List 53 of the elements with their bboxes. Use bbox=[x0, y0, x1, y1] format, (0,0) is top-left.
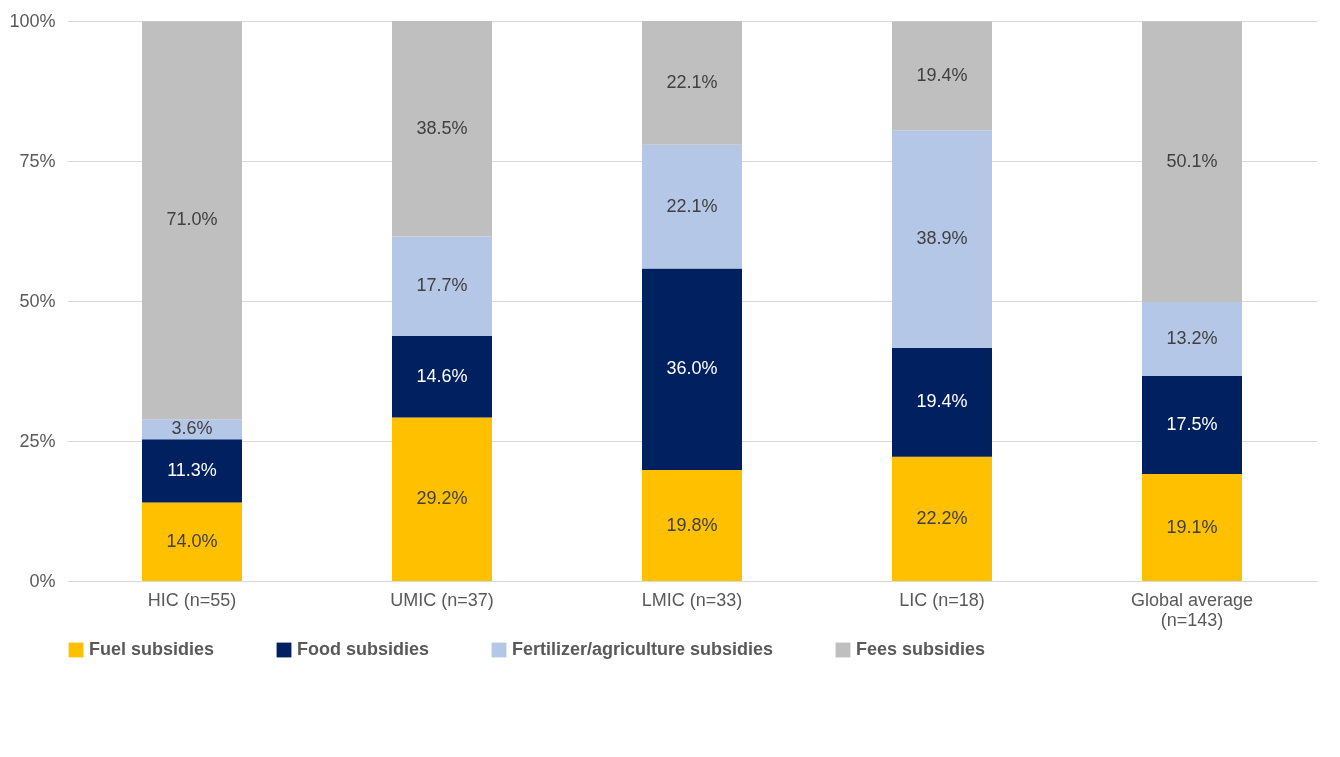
data-label: 19.4% bbox=[916, 64, 968, 85]
bar bbox=[642, 21, 742, 145]
data-label: 36.0% bbox=[666, 358, 718, 379]
data-label: 11.3% bbox=[167, 459, 217, 480]
data-label: 19.1% bbox=[1166, 516, 1218, 537]
x-tick-label: Global average (n=143) bbox=[1130, 589, 1254, 630]
y-tick-label: 50% bbox=[19, 290, 56, 311]
data-label: 22.1% bbox=[666, 71, 718, 92]
data-label: 22.1% bbox=[666, 195, 718, 216]
legend-label: Fuel subsidies bbox=[89, 639, 215, 659]
bar bbox=[1142, 21, 1242, 303]
bar bbox=[1142, 376, 1242, 475]
bar bbox=[142, 439, 242, 503]
bar bbox=[392, 21, 492, 237]
bar bbox=[392, 417, 492, 581]
data-label: 50.1% bbox=[1166, 150, 1218, 171]
x-tick-label: UMIC (n=37) bbox=[390, 589, 494, 610]
y-tick-label: 75% bbox=[19, 150, 56, 171]
legend-label: Fees subsidies bbox=[856, 639, 986, 659]
bar bbox=[892, 348, 992, 457]
bar bbox=[1142, 302, 1242, 377]
y-tick-label: 0% bbox=[29, 570, 56, 591]
data-label: 14.0% bbox=[166, 530, 218, 551]
bar bbox=[642, 144, 742, 269]
bar bbox=[642, 268, 742, 471]
data-label: 3.6% bbox=[171, 418, 213, 439]
bar bbox=[892, 130, 992, 349]
bar bbox=[1142, 474, 1242, 581]
data-label: 22.2% bbox=[916, 507, 968, 528]
legend-label: Food subsidies bbox=[297, 639, 430, 659]
x-tick-label: LMIC (n=33) bbox=[641, 589, 743, 610]
data-label: 38.5% bbox=[416, 117, 468, 138]
data-label: 13.2% bbox=[1166, 328, 1218, 349]
bar bbox=[892, 456, 992, 581]
x-tick-label: LIC (n=18) bbox=[899, 589, 985, 610]
bar bbox=[142, 21, 242, 420]
y-tick-label: 25% bbox=[19, 430, 56, 451]
data-label: 17.5% bbox=[1166, 414, 1218, 435]
bar bbox=[642, 470, 742, 581]
data-label: 19.4% bbox=[916, 391, 968, 412]
data-label: 14.6% bbox=[416, 365, 468, 386]
bar bbox=[392, 236, 492, 336]
data-label: 17.7% bbox=[416, 275, 468, 296]
y-tick-label: 100% bbox=[9, 10, 56, 31]
bar bbox=[892, 21, 992, 131]
bar bbox=[142, 502, 242, 581]
data-label: 19.8% bbox=[666, 514, 718, 535]
data-label: 71.0% bbox=[166, 209, 218, 230]
x-tick-label: HIC (n=55) bbox=[147, 589, 237, 610]
data-label: 38.9% bbox=[916, 228, 968, 249]
data-label: 29.2% bbox=[416, 488, 468, 509]
bar bbox=[392, 335, 492, 418]
legend-label: Fertilizer/agriculture subsidies bbox=[512, 639, 774, 659]
